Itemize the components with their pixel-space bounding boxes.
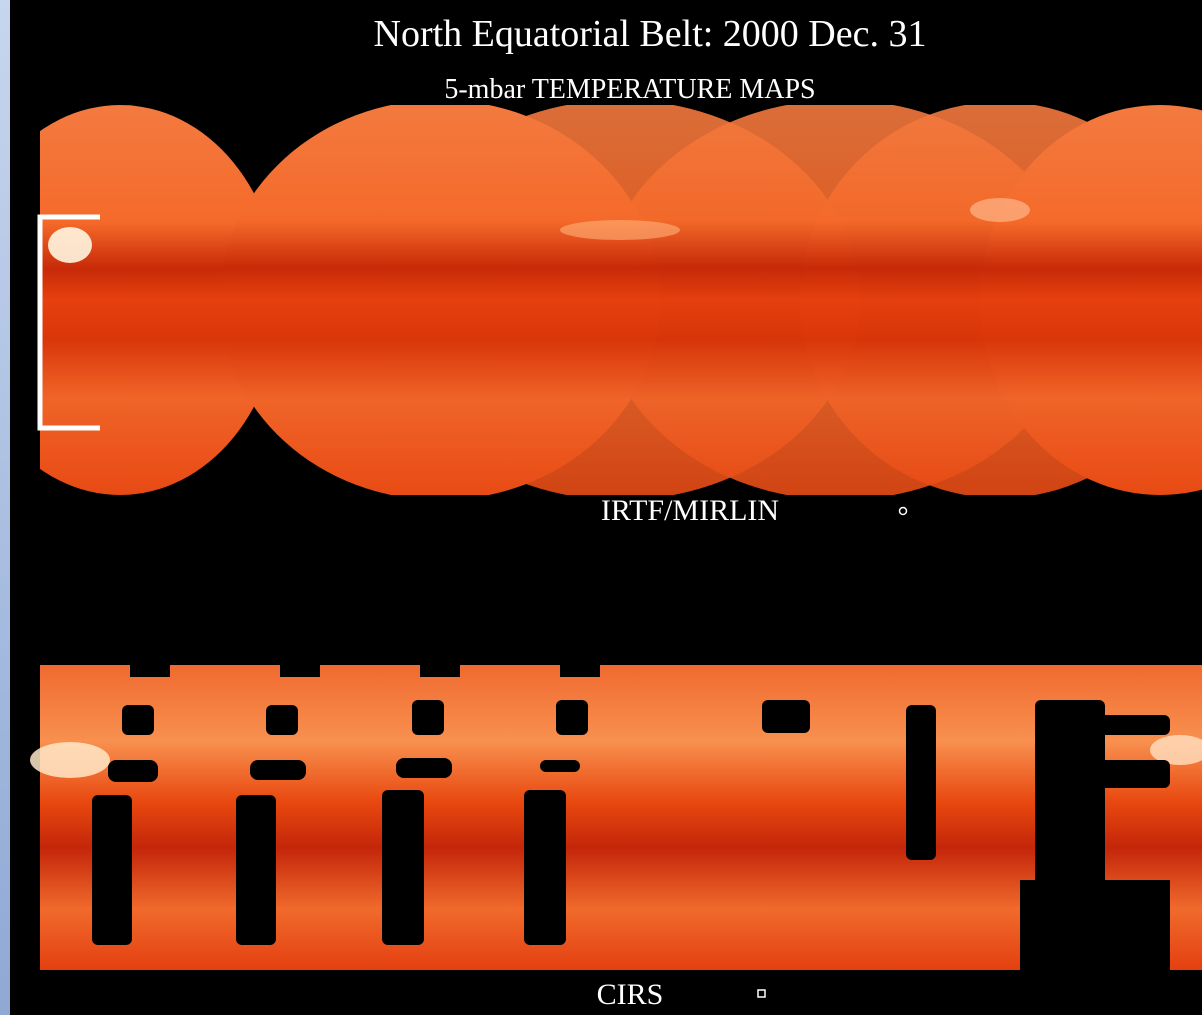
mirlin-map: [0, 100, 1202, 500]
panel-label: IRTF/MIRLIN: [601, 494, 779, 527]
subtitle: 5-mbar TEMPERATURE MAPS: [444, 74, 815, 105]
cirs-map: [30, 665, 1202, 970]
title: North Equatorial Belt: 2000 Dec. 31: [374, 13, 927, 55]
panel-label: CIRS: [597, 978, 664, 1011]
figure: North Equatorial Belt: 2000 Dec. 31 5-mb…: [0, 0, 1202, 1015]
